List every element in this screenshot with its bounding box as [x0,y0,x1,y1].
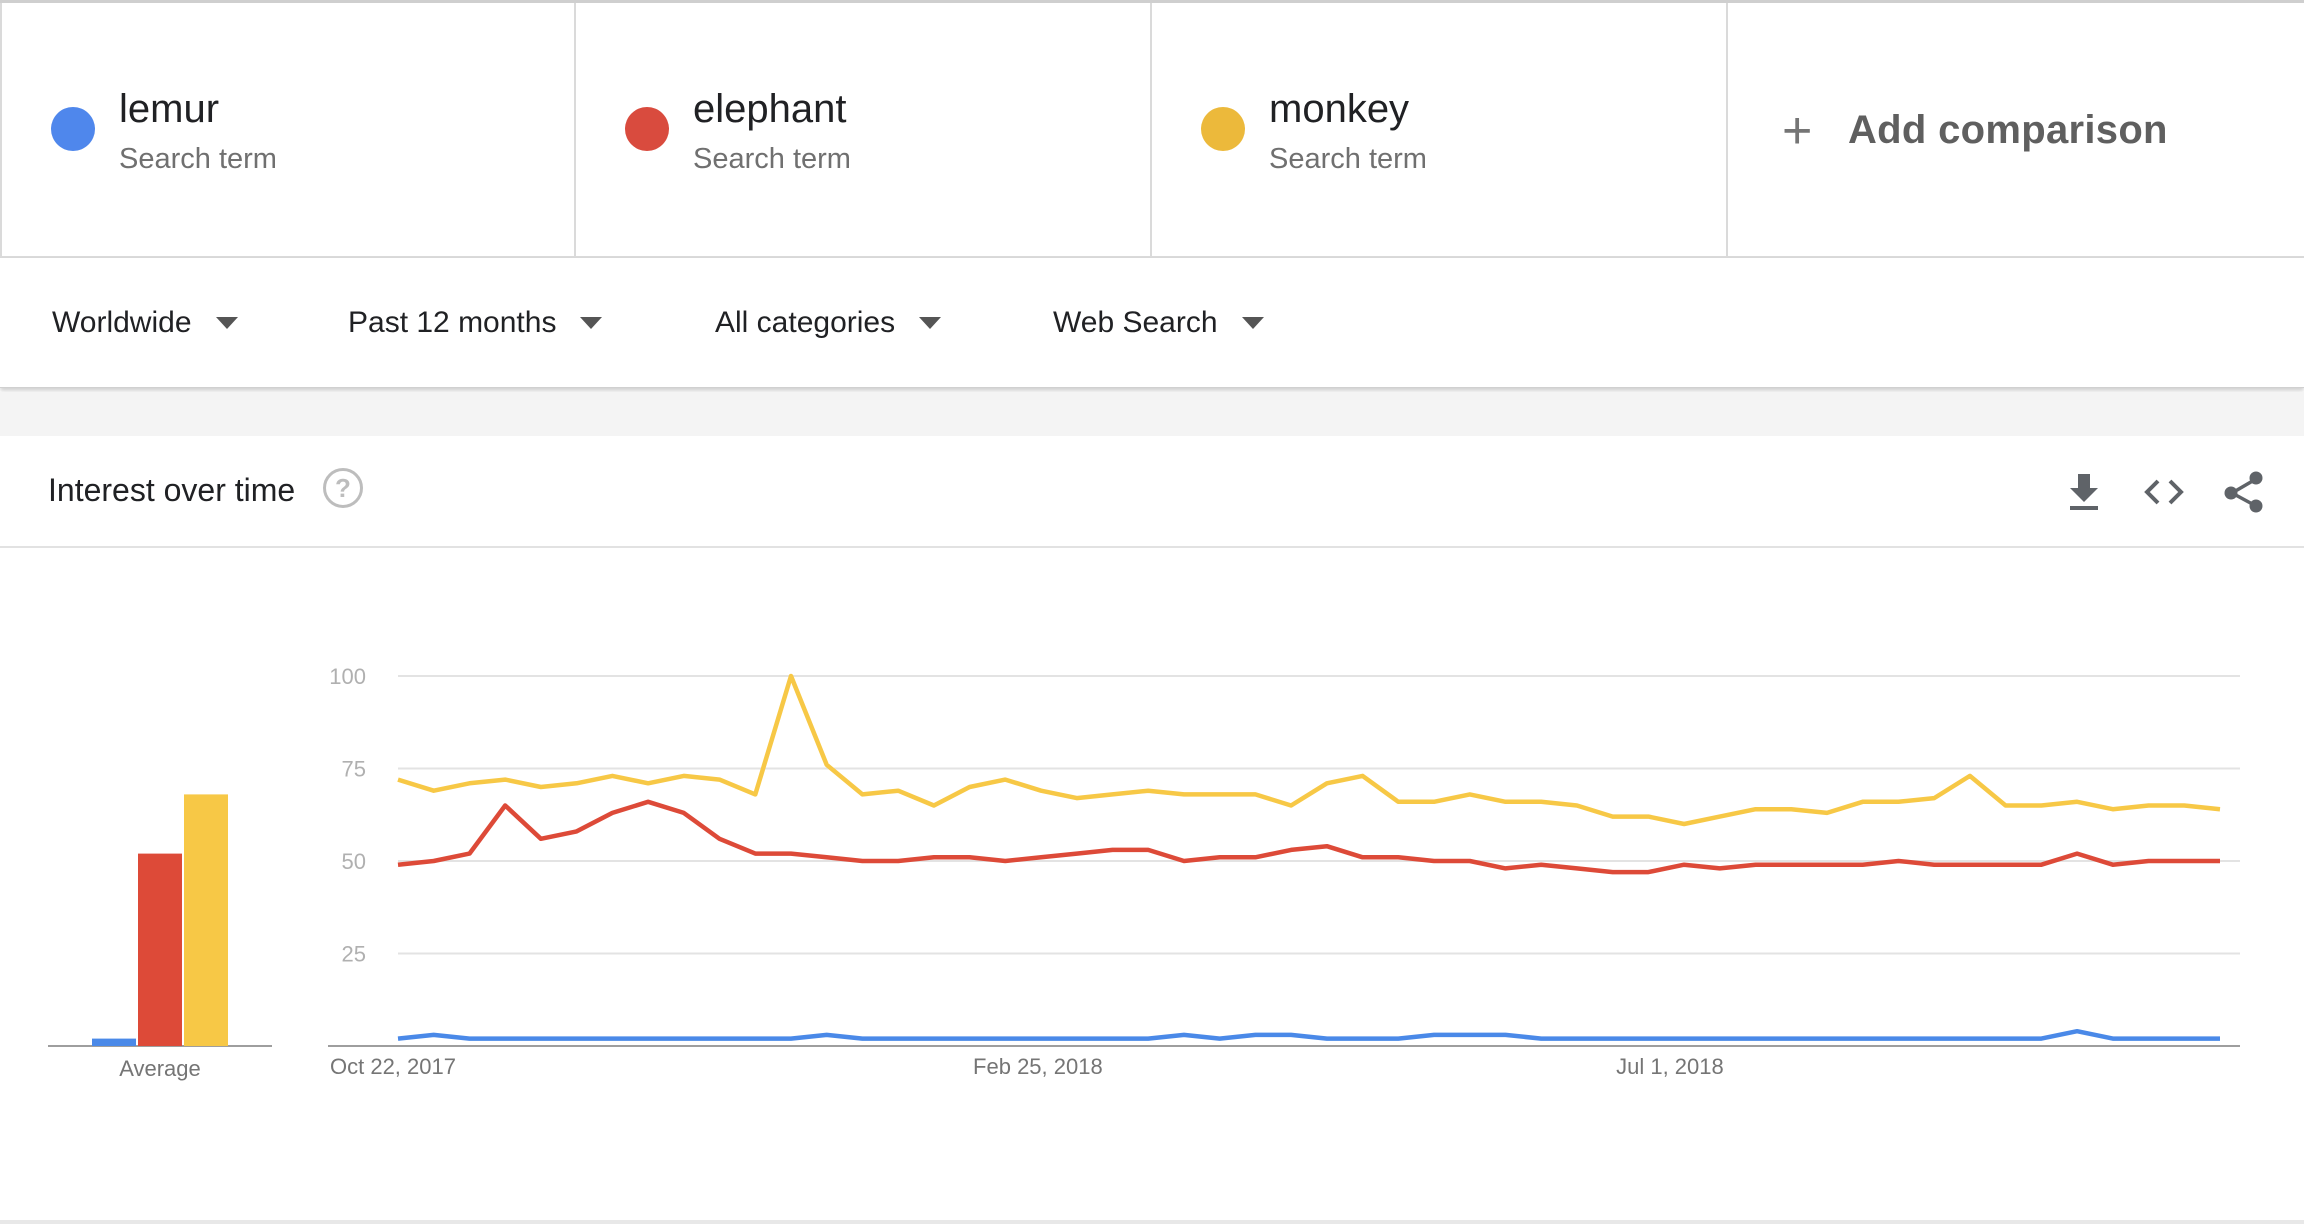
y-tick-label: 75 [342,757,366,782]
time-range-dropdown[interactable]: Past 12 months [348,258,603,388]
embed-code-icon[interactable] [2140,468,2188,516]
filters-bar: Worldwide Past 12 months All categories … [0,258,2304,388]
term-name[interactable]: elephant [693,87,847,131]
series-color-dot-lemur [51,107,95,151]
comparison-terms-row: lemur Search term elephant Search term m… [0,0,2304,258]
y-tick-label: 50 [342,849,366,874]
series-line-monkey[interactable] [397,673,2221,827]
interest-chart: Average 100 75 50 25 Oct 22, 2017 Feb 25, 201… [48,664,2240,1081]
x-tick-label: Feb 25, 2018 [973,1054,1103,1079]
region-dropdown-label: Worldwide [52,306,192,339]
caret-down-icon [215,317,238,329]
interest-over-time-card: Interest over time ? Average 100 75 50 25 Oc… [0,436,2304,1224]
category-dropdown[interactable]: All categories [715,258,942,388]
caret-down-icon [919,317,942,329]
series-line-elephant[interactable] [397,799,2220,875]
average-bar-elephant[interactable] [138,853,182,1046]
term-subtitle: Search term [693,143,851,175]
card-header: Interest over time ? [0,436,2304,548]
region-dropdown[interactable]: Worldwide [52,258,238,388]
help-circle-icon[interactable]: ? [323,468,363,508]
term-card-elephant[interactable]: elephant Search term [576,3,1152,258]
series-color-dot-monkey [1201,107,1245,151]
time-range-dropdown-label: Past 12 months [348,306,557,339]
add-comparison-button[interactable]: + Add comparison [1728,3,2304,258]
y-tick-label: 100 [329,664,366,689]
series-line-lemur[interactable] [397,1028,2220,1041]
x-tick-label: Jul 1, 2018 [1616,1054,1724,1079]
category-dropdown-label: All categories [715,306,896,339]
term-card-lemur[interactable]: lemur Search term [0,3,576,258]
average-bar-lemur[interactable] [92,1038,136,1046]
download-icon[interactable] [2060,468,2108,516]
section-gap [0,392,2304,436]
term-subtitle: Search term [1269,143,1427,175]
caret-down-icon [580,317,603,329]
add-comparison-label: Add comparison [1848,108,2168,152]
search-type-dropdown[interactable]: Web Search [1053,258,1264,388]
term-subtitle: Search term [119,143,277,175]
search-type-dropdown-label: Web Search [1053,306,1218,339]
y-tick-label: 25 [342,942,366,967]
caret-down-icon [1241,317,1264,329]
series-color-dot-elephant [625,107,669,151]
average-label: Average [119,1056,201,1081]
plus-icon: + [1782,101,1813,160]
x-tick-label: Oct 22, 2017 [330,1054,456,1079]
term-name[interactable]: monkey [1269,87,1410,131]
average-bar-monkey[interactable] [184,794,228,1046]
card-title: Interest over time [48,472,296,508]
term-name[interactable]: lemur [119,87,220,131]
term-card-monkey[interactable]: monkey Search term [1152,3,1728,258]
share-icon[interactable] [2220,468,2268,516]
